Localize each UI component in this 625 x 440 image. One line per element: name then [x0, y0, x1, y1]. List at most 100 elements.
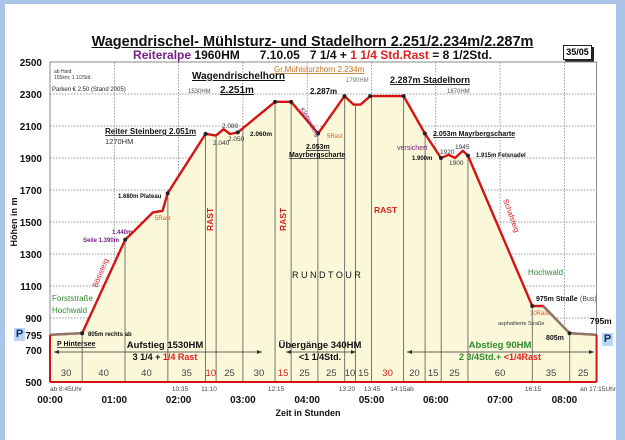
waypoint-dot	[80, 331, 85, 336]
waypoint-dot	[401, 94, 406, 99]
segment-minutes: 35	[181, 368, 192, 379]
label-2040: 2.040	[213, 140, 230, 147]
x-tick-label: 02:00	[166, 395, 192, 406]
segment-minutes: 30	[254, 368, 265, 379]
waypoint-dot	[465, 153, 470, 158]
info-distance: 155km; 1 1/2Std.	[54, 75, 92, 81]
label-2251: 2.251m	[220, 85, 254, 96]
road-segment-start	[49, 332, 83, 336]
label-hochwald-right: Hochwald	[528, 268, 563, 277]
subtitle-total: = 8 1/2Std.	[432, 48, 492, 62]
parking-icon-start: P	[14, 328, 25, 341]
phase-detail: 2 3/4Std.+ <1/4Rast	[459, 352, 541, 362]
label-805-rechts: 805m rechts ab	[88, 332, 132, 338]
label-2053-mayrberg-2: 2.053m Mayrbergscharte	[433, 131, 515, 138]
label-hochwald-left: Hochwald	[52, 306, 87, 315]
parking-icon-end: P	[602, 333, 613, 346]
arrow-head-right	[257, 350, 262, 354]
phase-detail: <1 1/4Std.	[299, 352, 341, 362]
waypoint-dot	[316, 131, 321, 136]
time-mark: 14:15ab	[390, 386, 414, 393]
x-axis-label: Zeit in Stunden	[276, 408, 341, 418]
label-forststrasse: Forststraße	[52, 294, 93, 303]
x-tick-label: 07:00	[487, 395, 513, 406]
segment-minutes: 25	[224, 368, 235, 379]
x-tick-label: 00:00	[37, 395, 63, 406]
x-tick-label: 05:00	[359, 395, 385, 406]
x-tick-label: 08:00	[552, 395, 578, 406]
info-parken: Parken € 2,50 (Stand 2005)	[52, 87, 126, 93]
time-mark: 13:20	[339, 386, 356, 393]
segment-minutes: 25	[299, 368, 310, 379]
label-1440: 1.440m	[112, 230, 132, 236]
label-2287: 2.287m	[310, 87, 337, 96]
label-1790hm: 1790HM	[346, 78, 369, 84]
waypoint-dot	[273, 99, 278, 104]
chart-title: Wagendrischel- Mühlsturz- und Stadelhorn…	[91, 34, 534, 50]
waypoint-dot	[203, 131, 208, 136]
label-2060: 2.060m	[250, 131, 272, 138]
subtitle-hm: 1960HM	[194, 48, 240, 62]
waypoint-dot	[342, 94, 347, 99]
label-1530hm: 1530HM	[188, 89, 211, 95]
label-1900: 1900	[449, 160, 464, 167]
y-tick-label: 1700	[20, 186, 43, 197]
label-975: 975m Straße	[536, 296, 578, 303]
label-muehlsturzhorn: Gr.Mühlsturzhorn 2.234m	[274, 65, 365, 74]
waypoint-dot	[235, 130, 240, 135]
time-mark: 16:15	[525, 386, 542, 393]
label-versichert: versichert	[397, 145, 427, 152]
segment-minutes: 10	[205, 368, 216, 379]
window-frame-top	[0, 0, 625, 4]
arrow-head-left	[407, 350, 412, 354]
y-tick-label: 1500	[20, 218, 43, 229]
y-tick-label: 2500	[20, 58, 43, 69]
chart-subtitle: Reiteralpe 1960HM 7.10.05 7 1/4 + 1 1/4 …	[0, 48, 625, 62]
label-hintersee: P Hintersee	[57, 341, 95, 348]
segment-minutes: 60	[495, 368, 506, 379]
y-tick-label: 795	[25, 331, 42, 342]
subtitle-place: Reiteralpe	[133, 48, 192, 62]
y-tick-label: 500	[25, 378, 42, 389]
segment-minutes: 30	[382, 368, 393, 379]
label-bus: (Bus)	[580, 296, 597, 303]
label-2053-mayrberg: 2.053m	[306, 144, 330, 151]
waypoint-dot	[123, 237, 128, 242]
waypoint-dot	[289, 99, 294, 104]
label-795: 795m	[590, 316, 612, 326]
segment-minutes: 15	[428, 368, 439, 379]
segment-minutes: 15	[278, 368, 289, 379]
label-805: 805m	[546, 335, 564, 342]
window-frame-right	[616, 0, 625, 440]
segment-minutes: 25	[326, 368, 337, 379]
subtitle-rast: 1 1/4 Std.Rast	[350, 48, 429, 62]
waypoint-dot	[438, 156, 443, 160]
segment-minutes: 25	[578, 368, 589, 379]
label-5rast-2: 5Rast	[327, 134, 343, 140]
label-stadelhorn: 2.287m Stadelhorn	[390, 75, 470, 85]
label-1945: 1945	[455, 144, 470, 151]
label-mayrberg-1: Mayrbergscharte	[289, 152, 346, 159]
waypoint-dot	[567, 331, 572, 336]
phase-detail: 3 1/4 + 1/4 Rast	[133, 352, 198, 362]
arrow-head-right	[589, 350, 594, 354]
y-tick-label: 2300	[20, 90, 43, 101]
arrow-head-left	[54, 350, 59, 354]
subtitle-time: 7 1/4 +	[309, 48, 347, 62]
arrow-head-left	[286, 350, 291, 354]
y-tick-label: 1900	[20, 154, 43, 165]
time-mark: 13:45	[364, 386, 381, 393]
phase-name: Aufstieg 1530HM	[127, 340, 204, 351]
label-rundtour: RUNDTOUR	[292, 270, 363, 280]
waypoint-dot	[530, 304, 535, 308]
time-mark: an 17:15Uhr	[580, 386, 617, 393]
label-1900m: 1.900m	[412, 156, 432, 162]
window-frame-left	[0, 0, 5, 440]
y-tick-label: 700	[25, 346, 42, 357]
waypoint-dot	[165, 191, 170, 196]
segment-minutes: 10	[345, 368, 356, 379]
y-tick-label: 1100	[20, 282, 42, 293]
info-ab-haid: ab Haid:	[54, 69, 73, 75]
segment-minutes: 40	[141, 368, 152, 379]
x-tick-label: 01:00	[102, 395, 128, 406]
